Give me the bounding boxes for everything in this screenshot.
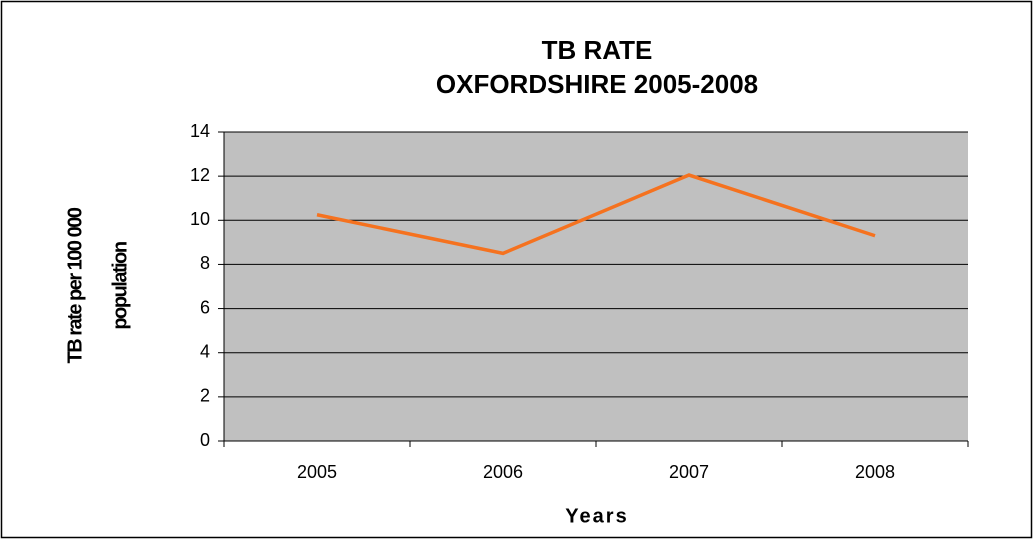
x-tick-label: 2007: [669, 462, 709, 482]
x-tick-label: 2006: [483, 462, 523, 482]
y-tick-label: 8: [200, 253, 210, 273]
y-axis-title: population: [109, 242, 131, 329]
y-tick-label: 4: [200, 341, 210, 361]
x-axis-title: Years: [565, 505, 628, 527]
y-axis-title: TB rate per 100 000: [64, 207, 86, 363]
chart-title: TB RATE: [542, 35, 653, 65]
chart-title: OXFORDSHIRE 2005-2008: [436, 69, 758, 99]
y-tick-label: 14: [190, 121, 210, 141]
y-tick-label: 12: [190, 165, 210, 185]
x-tick-label: 2005: [297, 462, 337, 482]
data-line: [316, 173, 876, 256]
x-tick-label: 2008: [855, 462, 895, 482]
plot-area: [224, 132, 968, 441]
y-tick-label: 0: [200, 430, 210, 450]
y-tick-label: 6: [200, 297, 210, 317]
y-tick-label: 2: [200, 386, 210, 406]
y-tick-label: 10: [190, 209, 210, 229]
